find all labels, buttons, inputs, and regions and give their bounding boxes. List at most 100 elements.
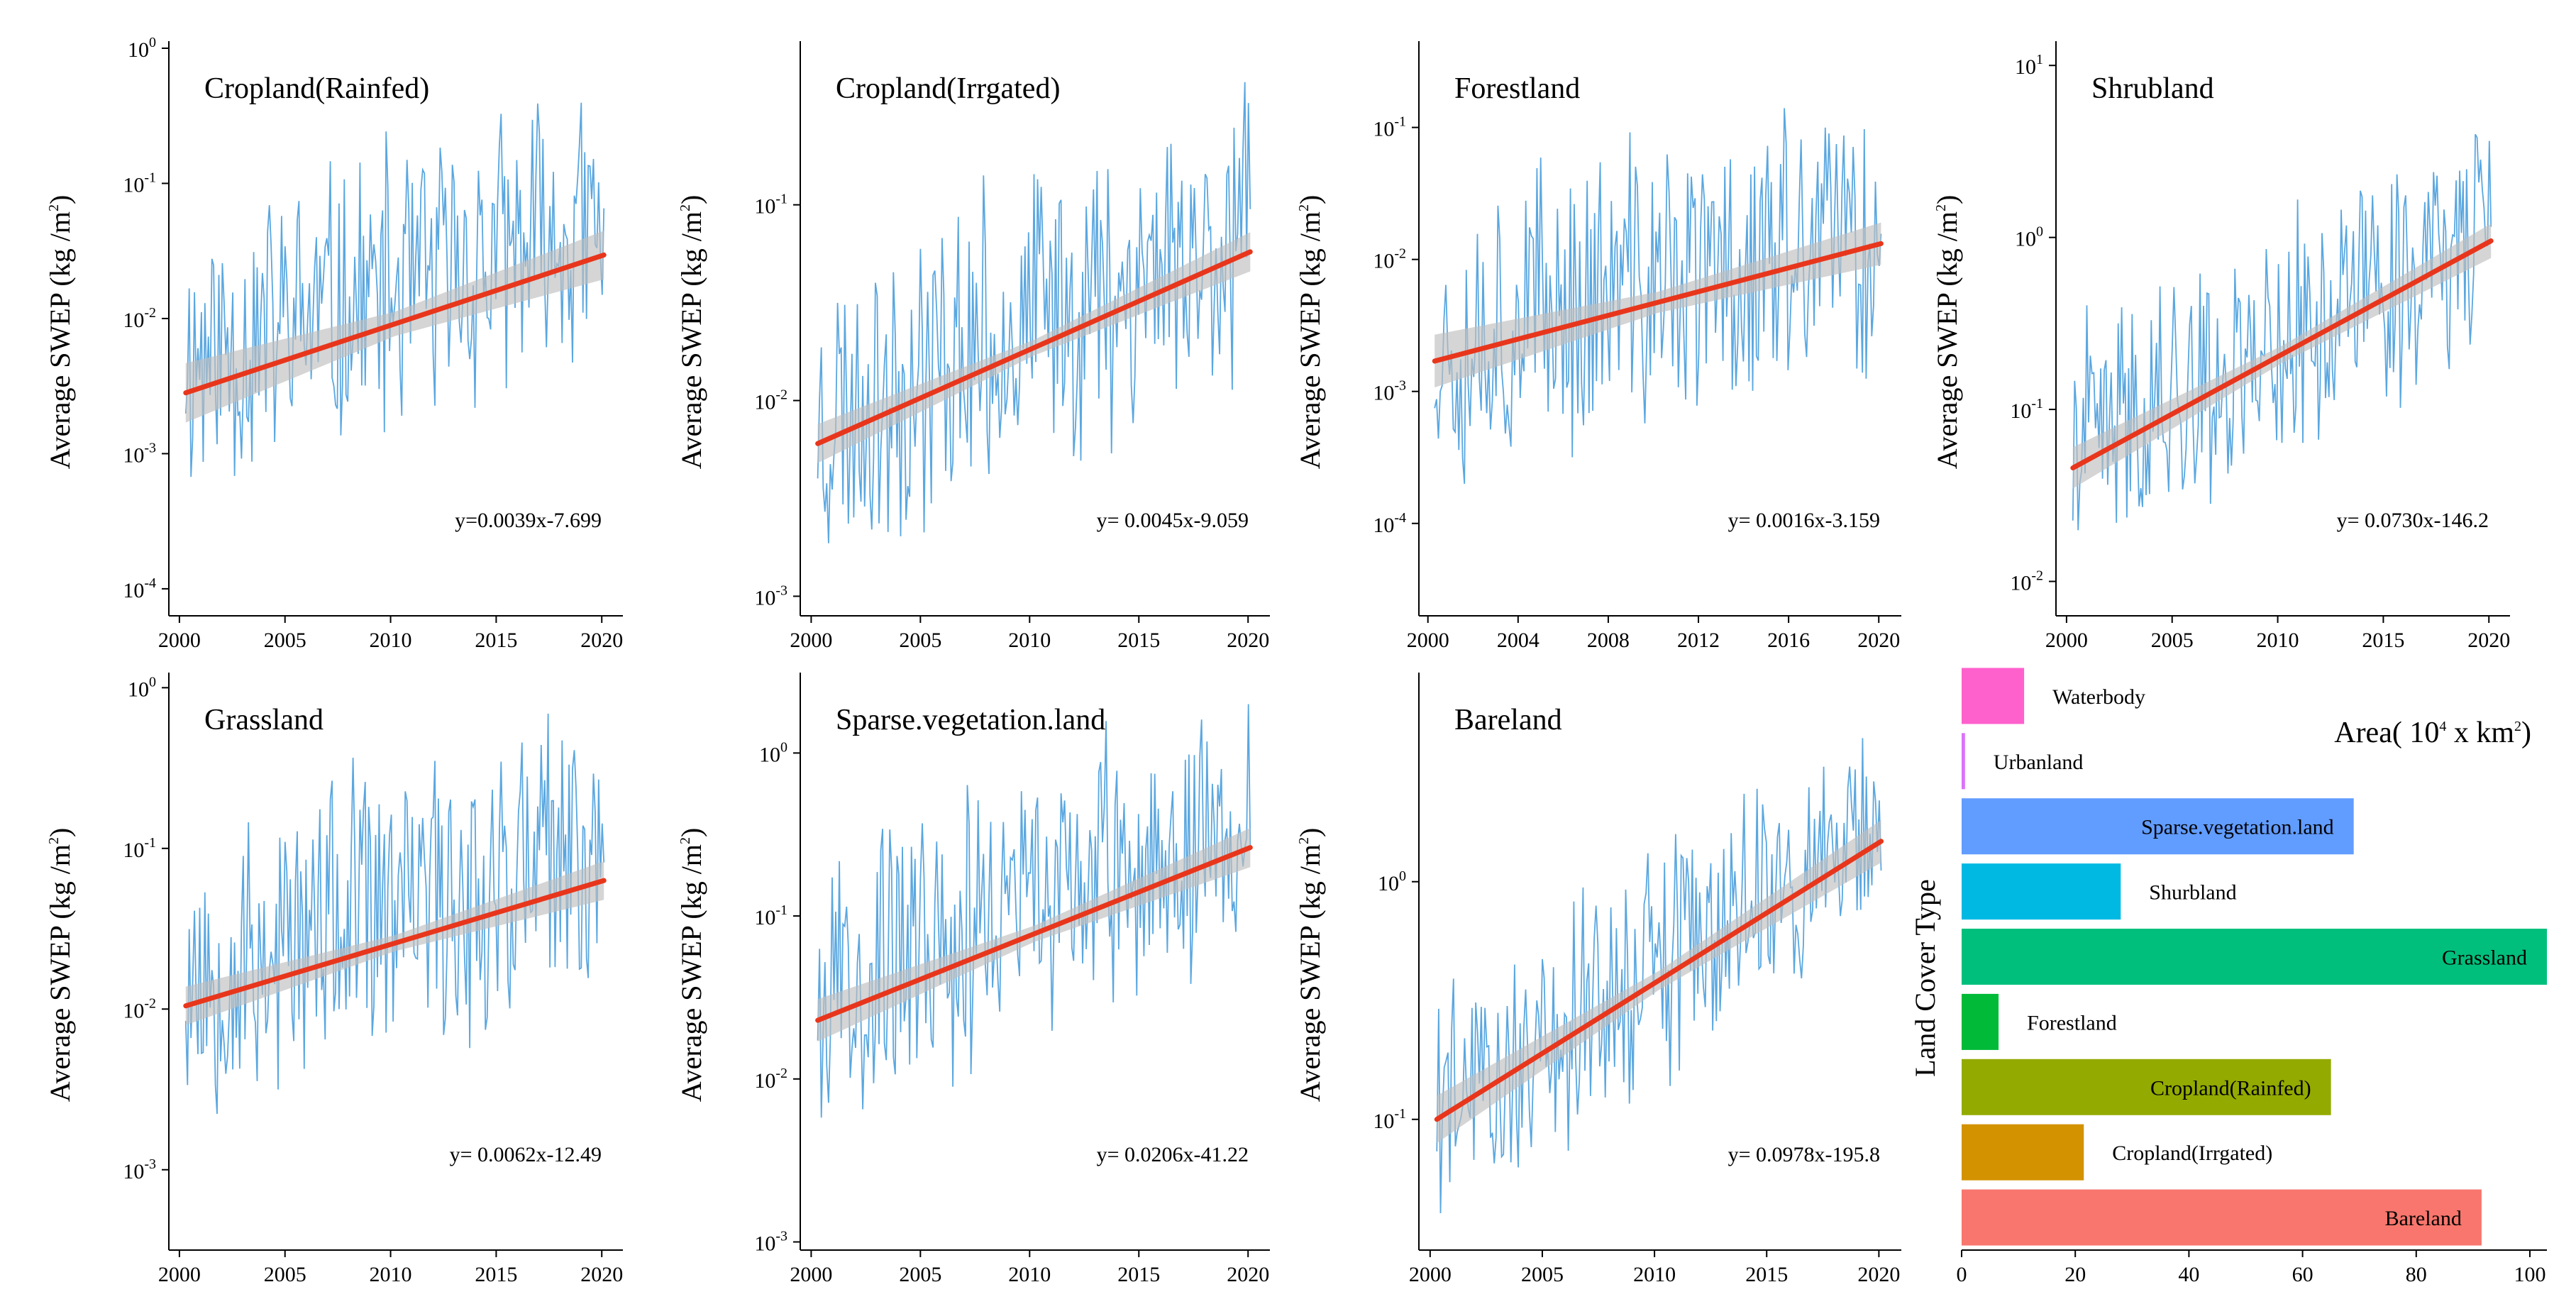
x-tick-label: 2000	[790, 629, 832, 652]
y-tick-exponent: 0	[2036, 224, 2043, 240]
x-tick-label: 2010	[370, 629, 412, 652]
y-tick-mantissa: 10	[1373, 514, 1394, 537]
y-tick-exponent: -4	[1394, 510, 1406, 526]
bar-label: Urbanland	[1994, 751, 2084, 774]
x-tick-label: 2015	[2362, 629, 2404, 652]
x-tick-label: 2015	[475, 1263, 517, 1286]
y-tick-exponent: -3	[1394, 378, 1406, 394]
bar	[1962, 863, 2121, 920]
panels-layer: 2000 2005 2010 2015 202010010-110-210-310-4A…	[44, 35, 2547, 1286]
y-tick-exponent: -1	[1394, 114, 1406, 130]
y-tick-label: 10-3	[754, 1229, 787, 1256]
panel-title: Shrubland	[2091, 72, 2214, 105]
trend-line	[183, 878, 607, 1009]
y-tick-label: 10-3	[123, 440, 156, 467]
y-axis-label: Average SWEP (kg /m2)	[675, 828, 707, 1103]
area-unit-rest: x km	[2446, 717, 2514, 749]
panel-bar-chart: 0 20 40 60 80 100 Waterbody Urbanland Sparse.veg…	[1909, 668, 2547, 1286]
series-line	[817, 704, 1251, 1118]
y-tick-label: 10-4	[1373, 510, 1406, 537]
x-tick-label: 2015	[1117, 1263, 1160, 1286]
panel-5: 2000 2005 2010 2015 202010010-110-210-3Avera…	[675, 673, 1270, 1286]
regression-equation: y= 0.0062x-12.49	[450, 1143, 602, 1166]
bar-label: Cropland(Irrgated)	[2112, 1142, 2272, 1165]
x-tick-label: 2020	[1857, 1263, 1900, 1286]
y-tick-mantissa: 10	[2015, 55, 2036, 79]
y-tick-mantissa: 10	[754, 586, 775, 609]
panel-title: Cropland(Rainfed)	[204, 72, 429, 105]
y-tick-label: 10-1	[123, 835, 156, 862]
x-tick-label: 2016	[1767, 629, 1810, 652]
bar-label: Waterbody	[2052, 685, 2145, 709]
y-tick-label: 10-1	[754, 902, 787, 929]
y-tick-label: 10-2	[754, 1066, 787, 1093]
y-axis-label-sup: 2	[46, 837, 62, 844]
series-line	[184, 713, 605, 1115]
y-axis-label-text: Average SWEP (kg /m	[44, 211, 76, 469]
y-tick-mantissa: 10	[754, 1069, 775, 1093]
trend-line	[1434, 839, 1884, 1122]
y-tick-mantissa: 10	[754, 906, 775, 929]
x-tick-label: 60	[2292, 1263, 2314, 1286]
x-tick-label: 2010	[1008, 629, 1051, 652]
y-tick-exponent: -1	[144, 835, 156, 851]
series-line	[2072, 133, 2492, 531]
y-tick-mantissa: 10	[1378, 872, 1399, 895]
y-axis-label-close: )	[1931, 195, 1963, 204]
x-tick-label: 80	[2406, 1263, 2427, 1286]
y-tick-label: 100	[128, 35, 156, 62]
x-tick-label: 2000	[2045, 629, 2088, 652]
area-unit-sup: 4	[2439, 719, 2446, 734]
x-tick-label: 2005	[899, 629, 941, 652]
x-tick-label: 2020	[580, 1263, 623, 1286]
y-axis-label-text: Average SWEP (kg /m	[1931, 211, 1963, 469]
panel-title: Bareland	[1454, 704, 1562, 736]
y-tick-label: 101	[2015, 52, 2043, 79]
panel-0: 2000 2005 2010 2015 202010010-110-210-310-4A…	[44, 35, 623, 652]
x-tick-label: 2005	[264, 1263, 306, 1286]
confidence-band	[185, 231, 604, 423]
x-tick-label: 0	[1957, 1263, 1967, 1286]
y-axis-label-close: )	[44, 195, 76, 204]
y-axis-label: Average SWEP (kg /m2)	[1294, 828, 1326, 1103]
y-tick-exponent: -1	[1394, 1106, 1406, 1122]
x-tick-label: 2010	[2257, 629, 2299, 652]
area-unit-close: )	[2521, 717, 2531, 749]
x-tick-label: 40	[2178, 1263, 2199, 1286]
y-tick-exponent: -3	[144, 1156, 156, 1172]
trend-line	[815, 845, 1253, 1023]
y-tick-exponent: 0	[1399, 868, 1406, 884]
y-tick-label: 10-2	[1373, 246, 1406, 273]
y-tick-mantissa: 10	[1373, 118, 1394, 141]
area-unit-sup2: 2	[2514, 719, 2521, 734]
y-tick-exponent: -3	[775, 582, 787, 598]
y-tick-label: 10-3	[754, 582, 787, 609]
y-axis-label-sup: 2	[678, 204, 693, 211]
y-tick-mantissa: 10	[128, 678, 149, 701]
y-tick-label: 10-1	[123, 170, 156, 197]
y-axis-label-close: )	[675, 195, 707, 204]
y-axis-label: Average SWEP (kg /m2)	[44, 195, 76, 470]
y-tick-exponent: 0	[149, 35, 156, 50]
y-tick-exponent: 0	[149, 674, 156, 690]
y-tick-label: 10-3	[123, 1156, 156, 1183]
bar-label: Bareland	[2385, 1207, 2462, 1230]
x-tick-label: 2020	[1227, 629, 1269, 652]
y-tick-mantissa: 10	[123, 839, 144, 862]
y-axis-label-text: Average SWEP (kg /m	[44, 844, 76, 1102]
y-tick-mantissa: 10	[1373, 382, 1394, 405]
x-tick-label: 2020	[1227, 1263, 1269, 1286]
y-tick-label: 10-2	[123, 305, 156, 332]
bar-label: Grassland	[2442, 946, 2527, 970]
y-axis-label-close: )	[44, 828, 76, 837]
bar-label: Sparse.vegetation.land	[2141, 816, 2334, 839]
y-tick-exponent: -2	[775, 387, 787, 403]
y-tick-mantissa: 10	[123, 309, 144, 332]
y-axis-label-sup: 2	[46, 204, 62, 211]
panel-3: 2000 2005 2010 2015 202010110010-110-2Averag…	[1931, 41, 2510, 652]
x-tick-label: 2010	[1633, 1263, 1676, 1286]
bar	[1962, 928, 2547, 985]
y-tick-exponent: -4	[144, 575, 156, 591]
y-tick-exponent: -1	[775, 902, 787, 918]
x-tick-label: 2015	[1745, 1263, 1788, 1286]
